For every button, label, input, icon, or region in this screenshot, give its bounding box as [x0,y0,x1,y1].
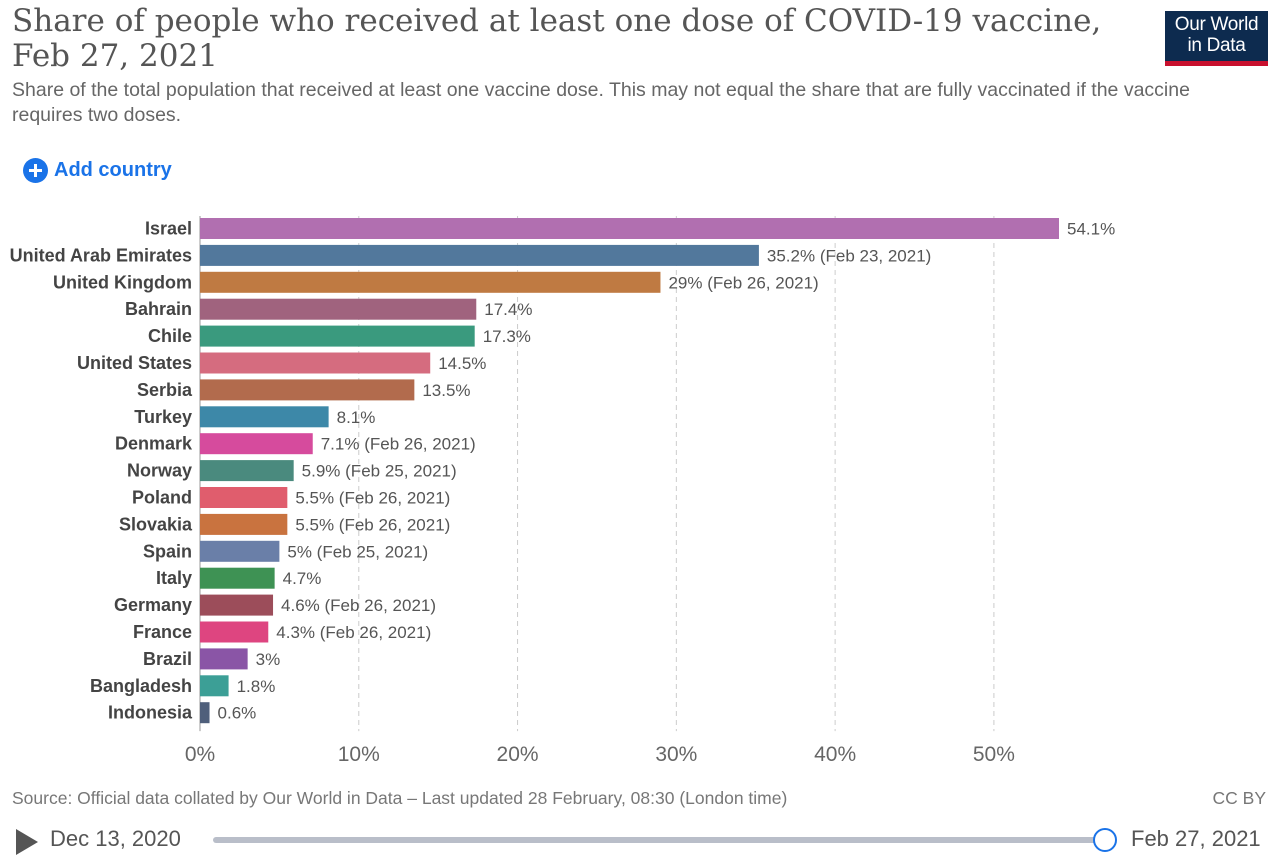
value-label: 5.5% (Feb 26, 2021) [295,515,450,534]
x-tick-label: 40% [814,743,856,766]
value-label: 5% (Feb 25, 2021) [287,542,428,561]
value-label: 0.6% [218,704,257,723]
x-tick-label: 0% [185,743,215,766]
bar [200,244,759,266]
timeline: Dec 13, 2020 Feb 27, 2021 [0,822,1280,858]
bar [200,406,329,428]
logo-line-1: Our World [1174,14,1259,35]
value-label: 3% [256,650,281,669]
value-label: 5.5% (Feb 26, 2021) [295,489,450,508]
category-label: United Arab Emirates [10,245,192,265]
category-label: Poland [132,488,192,508]
value-label: 17.4% [484,300,532,319]
bar [200,594,274,616]
bar [200,379,415,401]
bar [200,218,1059,239]
timeline-slider-handle[interactable] [1093,828,1117,852]
bar [200,487,288,508]
category-label: Germany [114,595,192,615]
x-tick-label: 30% [655,743,697,766]
plus-circle-icon [23,157,48,183]
add-country-button[interactable]: Add country [23,157,172,183]
category-label: Chile [148,326,192,346]
value-label: 54.1% [1067,220,1115,239]
category-label: Bangladesh [90,676,192,696]
bar [200,540,280,562]
value-label: 17.3% [483,327,531,346]
category-label: Norway [127,461,192,481]
value-label: 7.1% (Feb 26, 2021) [321,435,476,454]
x-tick-label: 50% [973,743,1015,766]
license-link[interactable]: CC BY [1212,788,1266,808]
bar [200,567,275,589]
value-label: 8.1% [337,408,376,427]
bar [200,648,248,670]
category-label: United Kingdom [53,272,192,292]
add-country-label: Add country [54,158,172,181]
chart-title: Share of people who received at least on… [12,3,1102,74]
value-label: 35.2% (Feb 23, 2021) [767,246,931,265]
timeline-end-date: Feb 27, 2021 [1131,826,1261,851]
bar [200,513,288,535]
value-label: 4.6% (Feb 26, 2021) [281,596,436,615]
bar-chart: 0% 10% 20% 30% 40% 50% Israel 54.1% United Arab … [10,216,1115,766]
bar [200,325,475,347]
value-label: 5.9% (Feb 25, 2021) [302,462,457,481]
category-label: Italy [156,568,192,588]
owid-logo[interactable]: Our World in Data [1165,11,1268,66]
bar [200,675,229,697]
category-label: Brazil [143,649,192,669]
value-label: 13.5% [422,381,470,400]
category-label: Indonesia [108,703,193,723]
bar [200,298,477,320]
bar [200,702,210,724]
bar [200,271,661,293]
value-label: 14.5% [438,354,486,373]
source-note: Source: Official data collated by Our Wo… [12,788,788,808]
x-tick-label: 20% [497,743,539,766]
value-label: 29% (Feb 26, 2021) [668,273,818,292]
category-label: Slovakia [119,514,193,534]
bar [200,433,313,455]
bar [200,621,269,643]
logo-line-2: in Data [1187,35,1246,56]
timeline-slider-track[interactable] [213,837,1105,843]
chart-subtitle: Share of the total population that recei… [12,79,1190,126]
x-tick-label: 10% [338,743,380,766]
value-label: 4.3% (Feb 26, 2021) [276,623,431,642]
category-label: Bahrain [125,299,192,319]
timeline-start-date: Dec 13, 2020 [50,826,181,851]
category-label: Spain [143,541,192,561]
bar [200,352,431,374]
value-label: 1.8% [237,677,276,696]
category-label: Denmark [115,434,193,454]
play-icon[interactable] [16,829,38,855]
category-label: United States [77,353,192,373]
bar [200,460,294,482]
category-label: Turkey [134,407,192,427]
category-label: France [133,622,192,642]
category-label: Israel [145,219,192,239]
category-label: Serbia [137,380,193,400]
value-label: 4.7% [283,569,322,588]
